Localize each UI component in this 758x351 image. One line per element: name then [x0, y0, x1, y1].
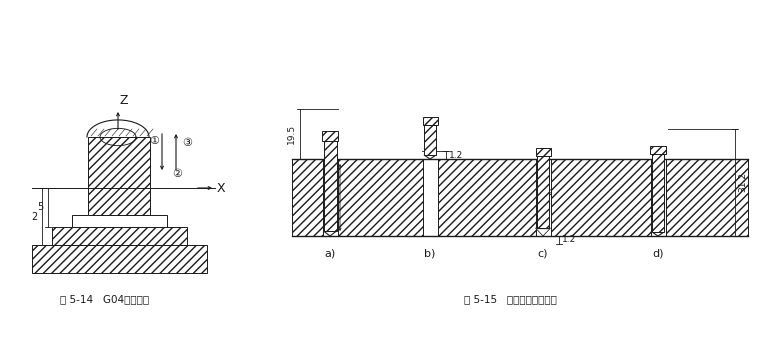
- Text: 5: 5: [36, 203, 43, 212]
- Bar: [652, 154, 664, 232]
- Text: 1.2: 1.2: [562, 236, 576, 245]
- Bar: [88, 137, 150, 215]
- Text: 19.5: 19.5: [287, 124, 296, 144]
- Bar: [650, 159, 666, 236]
- Text: 2: 2: [31, 212, 37, 221]
- Bar: [537, 156, 549, 228]
- Bar: [72, 215, 167, 227]
- Bar: [322, 159, 337, 236]
- Polygon shape: [324, 231, 337, 236]
- Bar: [422, 117, 437, 125]
- Bar: [322, 131, 338, 141]
- Text: a): a): [324, 248, 336, 258]
- Bar: [422, 159, 437, 236]
- Text: 图 5-14   G04编程举例: 图 5-14 G04编程举例: [61, 294, 149, 304]
- Text: 30: 30: [332, 192, 341, 203]
- Text: ②: ②: [172, 169, 182, 179]
- Bar: [324, 141, 337, 231]
- Polygon shape: [424, 155, 436, 159]
- Text: ①: ①: [149, 136, 159, 146]
- Text: 图 5-15   刀具长度补唇示例: 图 5-15 刀具长度补唇示例: [464, 294, 556, 304]
- Text: d): d): [652, 248, 664, 258]
- Bar: [32, 245, 207, 273]
- Bar: [292, 159, 748, 236]
- Text: Z: Z: [120, 94, 129, 107]
- Bar: [424, 125, 436, 155]
- Text: ③: ③: [182, 138, 192, 148]
- Polygon shape: [535, 228, 550, 236]
- Text: 31.2: 31.2: [738, 172, 747, 192]
- Bar: [650, 146, 666, 154]
- Text: X: X: [217, 181, 226, 194]
- Bar: [52, 227, 187, 245]
- Bar: [535, 148, 550, 156]
- Text: b): b): [424, 248, 436, 258]
- Text: 30: 30: [545, 187, 554, 198]
- Text: 1.2: 1.2: [449, 151, 463, 159]
- Bar: [535, 159, 550, 236]
- Text: c): c): [537, 248, 548, 258]
- Polygon shape: [652, 232, 664, 236]
